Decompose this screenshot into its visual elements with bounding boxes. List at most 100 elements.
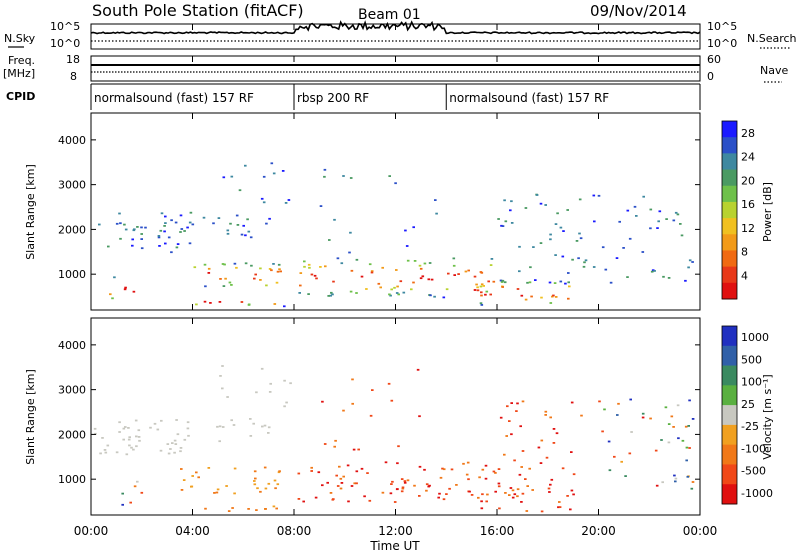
heatmap-cell <box>121 492 124 495</box>
heatmap-cell <box>419 267 423 270</box>
heatmap-cell <box>218 440 221 443</box>
heatmap-cell <box>167 236 171 239</box>
heatmap-cell <box>299 284 302 287</box>
heatmap-cell <box>186 226 189 229</box>
heatmap-cell <box>127 438 131 441</box>
colorbar-tick-label: 12 <box>741 222 755 235</box>
heatmap-cell <box>390 288 393 291</box>
heatmap-cell <box>183 230 186 232</box>
heatmap-cell <box>578 198 582 201</box>
heatmap-cell <box>592 194 596 197</box>
heatmap-cell <box>281 170 285 172</box>
heatmap-cell <box>633 205 637 208</box>
x-tick-label: 08:00 <box>277 524 312 538</box>
heatmap-cell <box>679 223 682 225</box>
heatmap-cell <box>564 282 567 285</box>
heatmap-cell <box>122 427 126 430</box>
heatmap-cell <box>524 207 528 209</box>
heatmap-cell <box>403 481 407 484</box>
heatmap-cell <box>307 293 310 295</box>
heatmap-cell <box>549 416 552 419</box>
heatmap-cell <box>618 220 621 223</box>
heatmap-cell <box>279 270 282 273</box>
heatmap-cell <box>557 506 560 509</box>
heatmap-cell <box>520 466 523 468</box>
freq-right-tick-bottom: 0 <box>707 70 714 83</box>
heatmap-cell <box>416 368 420 371</box>
heatmap-cell <box>687 266 690 269</box>
heatmap-cell <box>219 278 222 280</box>
heatmap-cell <box>254 477 257 480</box>
heatmap-cell <box>540 510 544 513</box>
heatmap-cell <box>592 266 596 268</box>
heatmap-cell <box>278 470 281 473</box>
heatmap-cell <box>270 269 273 272</box>
heatmap-cell <box>410 288 413 291</box>
heatmap-cell <box>115 451 119 454</box>
heatmap-cell <box>180 489 184 491</box>
heatmap-cell <box>649 227 652 230</box>
heatmap-cell <box>349 231 352 234</box>
heatmap-cell <box>285 401 288 404</box>
heatmap-cell <box>357 448 360 451</box>
heatmap-cell <box>149 426 152 429</box>
heatmap-cell <box>221 263 225 265</box>
heatmap-cell <box>667 441 671 444</box>
heatmap-cell <box>485 290 489 293</box>
heatmap-cell <box>268 391 272 393</box>
heatmap-cell <box>470 494 474 496</box>
x-tick-label: 16:00 <box>480 524 515 538</box>
heatmap-cell <box>381 491 385 494</box>
heatmap-cell <box>252 422 255 425</box>
heatmap-cell <box>113 276 116 279</box>
heatmap-cell <box>169 448 172 450</box>
date-label: 09/Nov/2014 <box>590 2 687 20</box>
heatmap-cell <box>401 487 405 490</box>
heatmap-cell <box>400 478 404 480</box>
heatmap-cell <box>351 402 354 405</box>
heatmap-cell <box>240 301 244 303</box>
heatmap-cell <box>179 450 182 453</box>
heatmap-cell <box>228 281 232 284</box>
heatmap-cell <box>107 245 110 248</box>
heatmap-cell <box>259 279 262 281</box>
heatmap-cell <box>321 400 324 403</box>
heatmap-cell <box>203 300 207 303</box>
heatmap-cell <box>163 230 166 233</box>
heatmap-cell <box>217 217 221 219</box>
heatmap-cell <box>226 232 230 235</box>
heatmap-cell <box>680 234 684 237</box>
colorbar-band <box>722 201 737 219</box>
y-tick-label: 4000 <box>58 339 86 352</box>
heatmap-cell <box>389 492 393 495</box>
heatmap-cell <box>520 294 524 297</box>
heatmap-cell <box>490 258 494 260</box>
heatmap-cell <box>516 288 520 290</box>
heatmap-cell <box>140 233 143 235</box>
heatmap-cell <box>180 228 184 230</box>
colorbar-band <box>722 326 737 347</box>
heatmap-cell <box>333 445 336 448</box>
heatmap-cell <box>355 258 359 261</box>
heatmap-cell <box>157 235 161 237</box>
velocity-heatmap <box>93 365 695 513</box>
heatmap-cell <box>429 294 432 297</box>
heatmap-cell <box>412 281 415 284</box>
heatmap-cell <box>153 422 157 425</box>
heatmap-cell <box>260 367 264 370</box>
heatmap-cell <box>261 425 264 428</box>
heatmap-cell <box>690 487 694 490</box>
heatmap-cell <box>272 172 276 175</box>
colorbar-tick-label: 24 <box>741 151 755 164</box>
freq-right-tick-top: 60 <box>707 53 721 66</box>
colorbar-tick-label: -100 <box>741 442 766 455</box>
heatmap-cell <box>464 270 468 273</box>
heatmap-cell <box>513 459 516 462</box>
heatmap-cell <box>230 284 233 286</box>
heatmap-cell <box>569 508 572 511</box>
heatmap-cell <box>264 508 267 510</box>
heatmap-cell <box>561 467 565 470</box>
heatmap-cell <box>661 481 664 484</box>
heatmap-cell <box>103 449 107 451</box>
heatmap-cell <box>520 501 523 503</box>
